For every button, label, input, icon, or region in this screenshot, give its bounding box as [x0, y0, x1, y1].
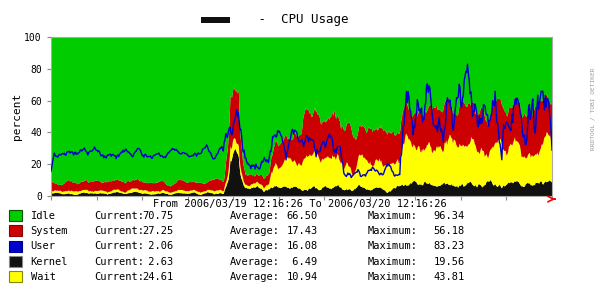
Text: Average:: Average:	[229, 257, 280, 267]
Text: 10.94: 10.94	[286, 272, 317, 282]
FancyBboxPatch shape	[9, 225, 22, 236]
Text: Average:: Average:	[229, 226, 280, 236]
Text: 96.34: 96.34	[433, 210, 464, 221]
Text: Average:: Average:	[229, 210, 280, 221]
Text: 27.25: 27.25	[142, 226, 173, 236]
Text: Wait: Wait	[31, 272, 56, 282]
FancyBboxPatch shape	[9, 271, 22, 282]
Text: Maximum:: Maximum:	[368, 257, 418, 267]
FancyBboxPatch shape	[9, 241, 22, 252]
Text: 70.75: 70.75	[142, 210, 173, 221]
Text: 2.63: 2.63	[142, 257, 173, 267]
Text: Kernel: Kernel	[31, 257, 68, 267]
Text: 17.43: 17.43	[286, 226, 317, 236]
Text: 19.56: 19.56	[433, 257, 464, 267]
Text: Maximum:: Maximum:	[368, 272, 418, 282]
Text: 83.23: 83.23	[433, 241, 464, 251]
Text: 6.49: 6.49	[286, 257, 317, 267]
Text: 56.18: 56.18	[433, 226, 464, 236]
Text: Current:: Current:	[94, 226, 144, 236]
FancyBboxPatch shape	[9, 256, 22, 267]
Text: System: System	[31, 226, 68, 236]
Y-axis label: percent: percent	[11, 93, 22, 140]
Text: Average:: Average:	[229, 272, 280, 282]
Text: 2.06: 2.06	[142, 241, 173, 251]
FancyBboxPatch shape	[9, 210, 22, 221]
Text: Current:: Current:	[94, 257, 144, 267]
Text: Current:: Current:	[94, 241, 144, 251]
Text: Maximum:: Maximum:	[368, 210, 418, 221]
Text: Maximum:: Maximum:	[368, 241, 418, 251]
Text: Average:: Average:	[229, 241, 280, 251]
Text: RRDTOOL / TOBI OETIKER: RRDTOOL / TOBI OETIKER	[590, 67, 595, 150]
Text: 16.08: 16.08	[286, 241, 317, 251]
Text: Maximum:: Maximum:	[368, 226, 418, 236]
Text: From 2006/03/19 12:16:26 To 2006/03/20 12:16:26: From 2006/03/19 12:16:26 To 2006/03/20 1…	[153, 199, 447, 209]
Text: 66.50: 66.50	[286, 210, 317, 221]
Text: User: User	[31, 241, 56, 251]
Text: 43.81: 43.81	[433, 272, 464, 282]
Text: Idle: Idle	[31, 210, 56, 221]
Text: Current:: Current:	[94, 210, 144, 221]
Text: -  CPU Usage: - CPU Usage	[251, 13, 349, 26]
Text: 24.61: 24.61	[142, 272, 173, 282]
Text: Current:: Current:	[94, 272, 144, 282]
